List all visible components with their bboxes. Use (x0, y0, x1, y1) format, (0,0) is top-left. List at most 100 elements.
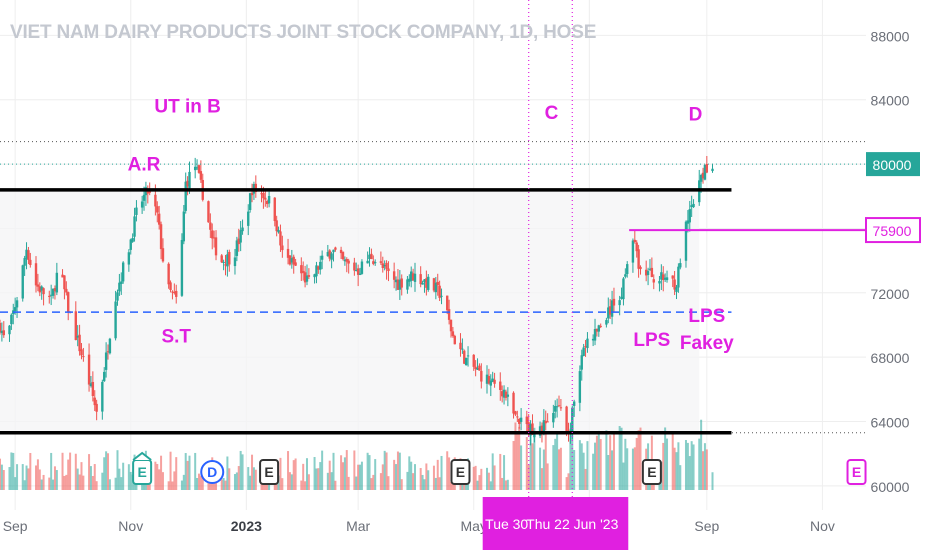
candle-body (472, 354, 475, 367)
volume-bar (80, 462, 83, 490)
volume-bar (319, 462, 322, 490)
price-mark-badge[interactable] (865, 217, 921, 244)
candle-body (247, 211, 250, 226)
volume-bar (281, 478, 284, 490)
candle-body (502, 389, 506, 398)
volume-bar (65, 474, 68, 490)
volume-bar (233, 474, 236, 490)
volume-bar (419, 468, 422, 490)
candle-body (76, 335, 79, 338)
volume-bar (626, 448, 629, 490)
candle-body (671, 275, 674, 279)
candle-body (608, 306, 612, 315)
volume-bar (25, 465, 28, 490)
candle-body (533, 433, 536, 438)
candle-body (286, 248, 290, 258)
volume-bar (381, 464, 384, 490)
candle-body (195, 167, 199, 169)
candle-body (101, 381, 104, 412)
candle-body (197, 165, 201, 173)
volume-bar (503, 455, 506, 490)
volume-bar (434, 477, 437, 490)
volume-bar (639, 427, 642, 490)
candle-body (224, 264, 227, 266)
candle-body (21, 265, 24, 299)
volume-bar (527, 464, 530, 490)
price-mark-label: 80000 (873, 157, 912, 173)
x-tick-label: Sep (3, 518, 28, 534)
volume-bar (370, 478, 373, 490)
candle-body (591, 338, 595, 341)
volume-bar (252, 467, 255, 490)
volume-bar (78, 474, 81, 490)
volume-bar (675, 452, 678, 490)
candle-body (635, 242, 638, 252)
volume-bar (326, 472, 329, 490)
candle-body (552, 412, 555, 423)
candle-body (487, 376, 491, 384)
event-earnings-badge[interactable] (450, 459, 471, 485)
volume-bar (307, 474, 310, 490)
annotation-label: A.R (128, 155, 161, 176)
annotation-label: Fakey (680, 333, 734, 354)
candle-body (264, 197, 267, 200)
candle-body (10, 314, 13, 325)
volume-bar (0, 458, 1, 490)
candle-body (639, 266, 642, 270)
candle-body (241, 227, 244, 232)
volume-bar (40, 479, 43, 490)
candle-body (133, 216, 136, 237)
candle-body (466, 355, 470, 357)
volume-bar (607, 455, 610, 490)
event-dividend-badge[interactable] (200, 460, 225, 484)
candle-body (142, 194, 146, 201)
event-earnings-badge[interactable] (846, 459, 867, 485)
volume-bar (664, 427, 667, 490)
candle-body (512, 392, 515, 414)
event-earnings-badge[interactable] (641, 459, 662, 485)
candle-body (154, 194, 157, 207)
chart-title: VIET NAM DAIRY PRODUCTS JOINT STOCK COMP… (10, 22, 597, 43)
volume-bar (345, 450, 348, 490)
volume-bar (158, 469, 161, 490)
candle-body (427, 276, 430, 290)
volume-bar (332, 452, 335, 490)
candle-body (228, 251, 231, 265)
date-mark-badge[interactable] (482, 497, 629, 550)
candle-body (0, 330, 4, 334)
volume-bar (609, 435, 612, 490)
volume-bar (374, 459, 377, 490)
candle-body (679, 263, 682, 268)
x-tick-label: May (461, 518, 487, 534)
volume-bar (556, 431, 559, 490)
candle-body (705, 163, 709, 173)
volume-bar (679, 465, 682, 490)
candle-body (40, 286, 43, 291)
annotation-label: S.T (161, 327, 191, 348)
candle-body (95, 403, 98, 412)
candle-body (684, 221, 688, 261)
volume-bar (450, 481, 453, 490)
volume-bar (396, 451, 399, 490)
volume-bar (8, 467, 11, 490)
volume-bar (446, 451, 449, 490)
candle-body (398, 279, 402, 290)
candle-body (233, 257, 237, 267)
volume-bar (182, 474, 185, 490)
candle-body (260, 193, 263, 195)
event-earnings-badge[interactable] (259, 459, 280, 485)
volume-bar (666, 438, 669, 490)
volume-bar (393, 459, 396, 490)
candle-body (330, 253, 333, 260)
candle-body (320, 255, 324, 260)
price-mark-badge[interactable] (866, 152, 920, 177)
candle-body (341, 251, 345, 260)
candle-body (8, 325, 11, 335)
candle-body (116, 292, 119, 301)
volume-bar (599, 439, 602, 490)
candle-body (499, 381, 502, 391)
volume-bar (254, 469, 257, 490)
candle-body (434, 282, 438, 293)
